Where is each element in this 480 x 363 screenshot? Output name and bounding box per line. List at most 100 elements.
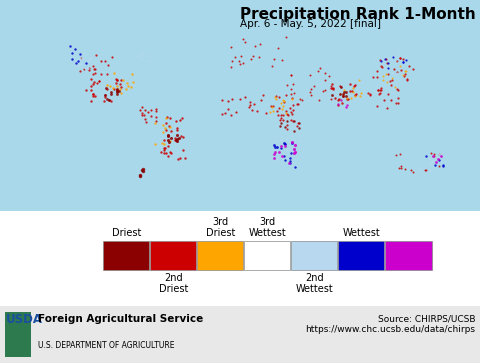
Point <box>327 96 335 102</box>
Point <box>152 118 160 124</box>
Point <box>248 107 255 113</box>
Point <box>395 60 402 65</box>
Point <box>403 77 411 83</box>
Point <box>246 99 253 105</box>
Point <box>93 80 100 86</box>
Text: Wettest: Wettest <box>343 228 380 238</box>
Point <box>290 128 298 134</box>
Point <box>437 158 444 164</box>
Point <box>321 77 329 83</box>
Point <box>116 86 124 92</box>
Point <box>282 110 289 116</box>
Point <box>152 109 159 114</box>
Point <box>409 170 417 175</box>
Point <box>314 69 322 74</box>
Point <box>373 74 381 80</box>
Point <box>389 77 396 83</box>
Point <box>270 155 277 161</box>
Point <box>269 103 277 109</box>
Point <box>336 91 344 97</box>
Point <box>375 91 383 97</box>
Bar <box>5 311 31 357</box>
Point <box>281 125 289 130</box>
Point <box>144 109 152 115</box>
Point <box>167 135 174 140</box>
Point <box>288 111 296 117</box>
Point <box>139 50 147 56</box>
Point <box>228 112 235 118</box>
Point <box>256 41 264 47</box>
Point <box>409 66 417 72</box>
Point <box>296 138 304 144</box>
Point <box>337 84 345 90</box>
Point <box>273 156 281 162</box>
Point <box>340 87 348 93</box>
Point <box>114 83 121 89</box>
Point <box>141 107 149 113</box>
Point <box>167 124 174 130</box>
Bar <box>385 241 432 270</box>
Point <box>377 85 384 90</box>
Point <box>401 71 408 77</box>
Point <box>426 155 433 161</box>
Point <box>384 55 392 61</box>
Text: 3rd
Driest: 3rd Driest <box>205 217 235 238</box>
Point <box>284 122 291 127</box>
Point <box>136 172 144 178</box>
Point <box>325 73 333 78</box>
Point <box>285 160 293 166</box>
Point <box>371 55 379 61</box>
Point <box>356 93 364 99</box>
Point <box>288 72 295 78</box>
Point <box>374 87 382 93</box>
Point <box>270 151 278 156</box>
Point <box>152 120 159 126</box>
Point <box>108 89 115 94</box>
Point <box>320 88 327 94</box>
Point <box>89 91 96 97</box>
Point <box>178 133 185 139</box>
Point <box>113 89 121 95</box>
Point <box>416 167 423 172</box>
Point <box>249 53 257 59</box>
Point <box>178 115 185 121</box>
Point <box>388 76 396 81</box>
Point <box>277 137 285 143</box>
Point <box>339 93 347 99</box>
Point <box>131 52 139 57</box>
Point <box>378 64 386 70</box>
Point <box>289 107 297 113</box>
Point <box>381 57 389 62</box>
Point <box>291 143 299 148</box>
Point <box>387 97 395 103</box>
Text: 2nd
Driest: 2nd Driest <box>158 273 188 294</box>
Point <box>123 80 131 86</box>
Point <box>268 63 276 69</box>
Point <box>322 87 329 93</box>
Point <box>113 87 120 93</box>
Point <box>393 70 401 76</box>
Point <box>275 105 283 111</box>
Point <box>432 159 440 165</box>
Point <box>383 60 391 66</box>
Point <box>227 65 234 70</box>
Point <box>269 108 277 114</box>
Point <box>274 144 281 150</box>
Point <box>435 151 443 156</box>
Point <box>344 95 351 101</box>
Point <box>92 52 99 58</box>
Point <box>85 65 93 71</box>
Point <box>255 54 263 60</box>
Point <box>89 91 97 97</box>
Point <box>231 54 239 60</box>
Point <box>138 110 146 116</box>
Point <box>290 146 298 152</box>
Point <box>299 97 306 103</box>
Point <box>163 119 170 125</box>
Point <box>283 119 291 125</box>
Point <box>284 126 291 132</box>
Point <box>108 54 115 60</box>
Text: Apr. 6 - May. 5, 2022 [final]: Apr. 6 - May. 5, 2022 [final] <box>240 19 381 29</box>
Point <box>288 117 295 122</box>
Point <box>78 55 86 61</box>
